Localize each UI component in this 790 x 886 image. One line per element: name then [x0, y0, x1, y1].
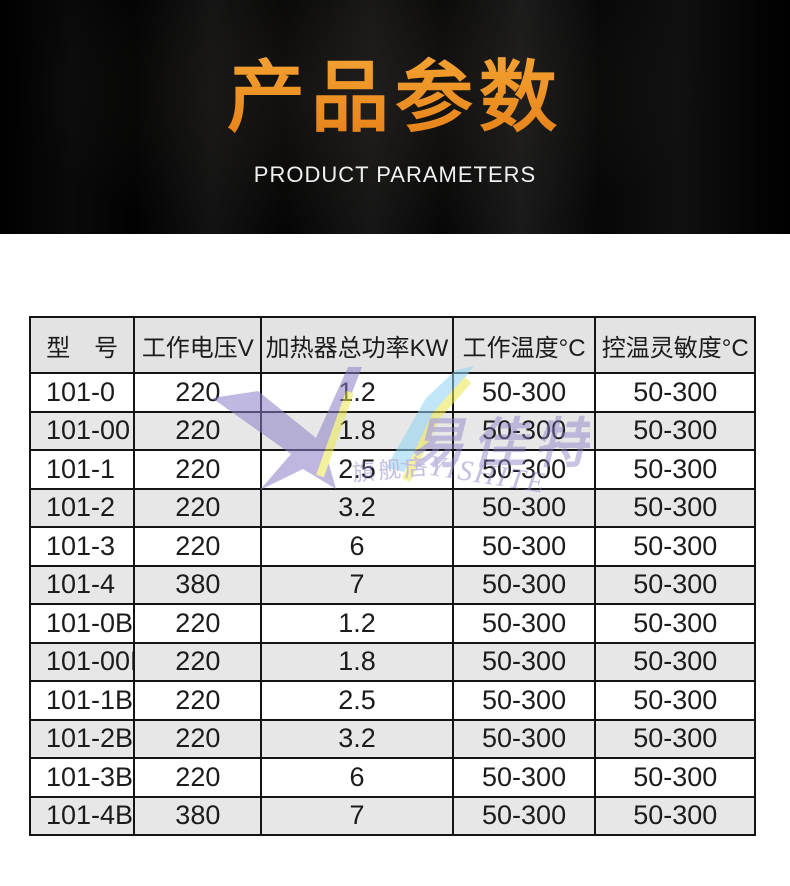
voltage-cell: 220	[133, 372, 263, 413]
model-cell: 101-4	[28, 564, 136, 605]
model-cell: 101-3B	[28, 757, 136, 798]
power-cell: 6	[260, 757, 454, 798]
power-cell: 3.2	[260, 718, 454, 759]
power-cell: 6	[260, 526, 454, 567]
voltage-cell: 220	[133, 487, 263, 528]
voltage-cell: 380	[133, 795, 263, 836]
column-header-temp: 工作温度°C	[451, 316, 597, 374]
sensitivity-cell: 50-300	[594, 487, 756, 528]
table-row: 101-1B 220 2.5 50-300 50-300	[28, 680, 756, 721]
voltage-cell: 220	[133, 641, 263, 682]
sensitivity-cell: 50-300	[594, 795, 756, 836]
power-cell: 1.8	[260, 410, 454, 451]
sensitivity-cell: 50-300	[594, 603, 756, 644]
table-row: 101-00 220 1.8 50-300 50-300	[28, 410, 756, 451]
model-cell: 101-3	[28, 526, 136, 567]
model-cell: 101-00	[28, 410, 136, 451]
parameters-table: 型 号工作电压V 加热器总功率KW 工作温度°C 控温灵敏度°C 101-0 220 1.…	[28, 316, 756, 836]
hero-banner: 产品参数 PRODUCT PARAMETERS	[0, 0, 790, 234]
sensitivity-cell: 50-300	[594, 449, 756, 490]
table-row: 101-3 220 6 50-300 50-300	[28, 526, 756, 567]
sensitivity-cell: 50-300	[594, 718, 756, 759]
power-cell: 2.5	[260, 680, 454, 721]
table-row: 101-3B 220 6 50-300 50-300	[28, 757, 756, 798]
column-header-model: 型 号	[28, 316, 136, 374]
table-row: 101-4 380 7 50-300 50-300	[28, 564, 756, 605]
temp-cell: 50-300	[451, 718, 597, 759]
voltage-cell: 220	[133, 680, 263, 721]
table-row: 101-1 220 2.5 50-300 50-300	[28, 449, 756, 490]
table-row: 101-2 220 3.2 50-300 50-300	[28, 487, 756, 528]
power-cell: 7	[260, 564, 454, 605]
voltage-cell: 220	[133, 603, 263, 644]
voltage-cell: 220	[133, 757, 263, 798]
table-row: 101-4B 380 7 50-300 50-300	[28, 795, 756, 836]
voltage-cell: 220	[133, 718, 263, 759]
voltage-cell: 220	[133, 526, 263, 567]
temp-cell: 50-300	[451, 564, 597, 605]
table-body: 101-0 220 1.2 50-300 50-300 101-00 220 1.8 50-30…	[28, 372, 756, 836]
model-cell: 101-2	[28, 487, 136, 528]
temp-cell: 50-300	[451, 680, 597, 721]
voltage-cell: 220	[133, 410, 263, 451]
power-cell: 1.2	[260, 603, 454, 644]
model-cell: 101-00B	[28, 641, 136, 682]
sensitivity-cell: 50-300	[594, 526, 756, 567]
table-row: 101-0 220 1.2 50-300 50-300	[28, 372, 756, 413]
model-cell: 101-0	[28, 372, 136, 413]
temp-cell: 50-300	[451, 487, 597, 528]
voltage-cell: 220	[133, 449, 263, 490]
power-cell: 1.8	[260, 641, 454, 682]
power-cell: 3.2	[260, 487, 454, 528]
sensitivity-cell: 50-300	[594, 372, 756, 413]
sensitivity-cell: 50-300	[594, 757, 756, 798]
sensitivity-cell: 50-300	[594, 564, 756, 605]
temp-cell: 50-300	[451, 641, 597, 682]
table-row: 101-0B 220 1.2 50-300 50-300	[28, 603, 756, 644]
temp-cell: 50-300	[451, 795, 597, 836]
page-subtitle: PRODUCT PARAMETERS	[253, 162, 537, 187]
page-title: 产品参数	[0, 0, 790, 136]
sensitivity-cell: 50-300	[594, 641, 756, 682]
model-cell: 101-1B	[28, 680, 136, 721]
power-cell: 1.2	[260, 372, 454, 413]
table-row: 101-2B 220 3.2 50-300 50-300	[28, 718, 756, 759]
column-header-power: 加热器总功率KW	[260, 316, 454, 374]
temp-cell: 50-300	[451, 449, 597, 490]
temp-cell: 50-300	[451, 526, 597, 567]
temp-cell: 50-300	[451, 603, 597, 644]
model-cell: 101-0B	[28, 603, 136, 644]
power-cell: 2.5	[260, 449, 454, 490]
model-cell: 101-1	[28, 449, 136, 490]
header-row: 型 号工作电压V 加热器总功率KW 工作温度°C 控温灵敏度°C	[28, 316, 756, 374]
sensitivity-cell: 50-300	[594, 410, 756, 451]
model-cell: 101-4B	[28, 795, 136, 836]
power-cell: 7	[260, 795, 454, 836]
temp-cell: 50-300	[451, 372, 597, 413]
sensitivity-cell: 50-300	[594, 680, 756, 721]
temp-cell: 50-300	[451, 410, 597, 451]
model-cell: 101-2B	[28, 718, 136, 759]
voltage-cell: 380	[133, 564, 263, 605]
column-header-sensitivity: 控温灵敏度°C	[594, 316, 756, 374]
column-header-voltage: 工作电压V	[133, 316, 263, 374]
table-header: 型 号工作电压V 加热器总功率KW 工作温度°C 控温灵敏度°C	[28, 316, 756, 374]
temp-cell: 50-300	[451, 757, 597, 798]
